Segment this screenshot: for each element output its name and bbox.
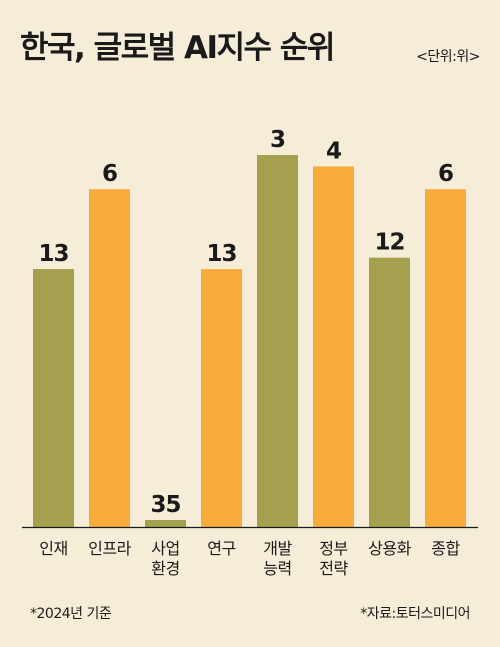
category-label-5-line-1: 전략 xyxy=(319,559,348,578)
category-label-1: 인프라 xyxy=(88,539,131,558)
footnote-source: *자료:토터스미디어 xyxy=(360,606,470,622)
category-label-4-line-1: 능력 xyxy=(263,559,291,578)
category-label-7: 종합 xyxy=(431,539,460,558)
bar-1 xyxy=(89,189,130,527)
category-label-3: 연구 xyxy=(207,539,235,558)
category-label-2-line-1: 환경 xyxy=(151,559,179,578)
value-label-0: 13 xyxy=(38,241,68,267)
value-label-4: 3 xyxy=(270,127,285,153)
bar-3 xyxy=(201,269,242,527)
value-label-3: 13 xyxy=(206,241,236,267)
bar-6 xyxy=(369,257,410,527)
value-label-1: 6 xyxy=(102,161,117,187)
category-label-6: 상용화 xyxy=(368,539,411,558)
category-label-5-line-0: 정부 xyxy=(319,539,347,558)
category-label-2-line-0: 사업 xyxy=(151,539,179,558)
value-label-7: 6 xyxy=(438,161,453,187)
bar-2 xyxy=(145,520,186,527)
category-label-4-line-0: 개발 xyxy=(263,539,292,558)
bar-7 xyxy=(425,189,466,527)
category-label-0: 인재 xyxy=(39,539,67,558)
bar-5 xyxy=(313,166,354,527)
bar-4 xyxy=(257,155,298,527)
value-label-5: 4 xyxy=(326,138,341,164)
bar-0 xyxy=(33,269,74,527)
unit-label: <단위:위> xyxy=(416,49,480,65)
footnote-date: *2024년 기준 xyxy=(30,606,112,622)
value-label-6: 12 xyxy=(374,230,404,256)
value-label-2: 35 xyxy=(150,492,180,518)
chart-title: 한국, 글로벌 AI지수 순위 xyxy=(20,30,335,66)
